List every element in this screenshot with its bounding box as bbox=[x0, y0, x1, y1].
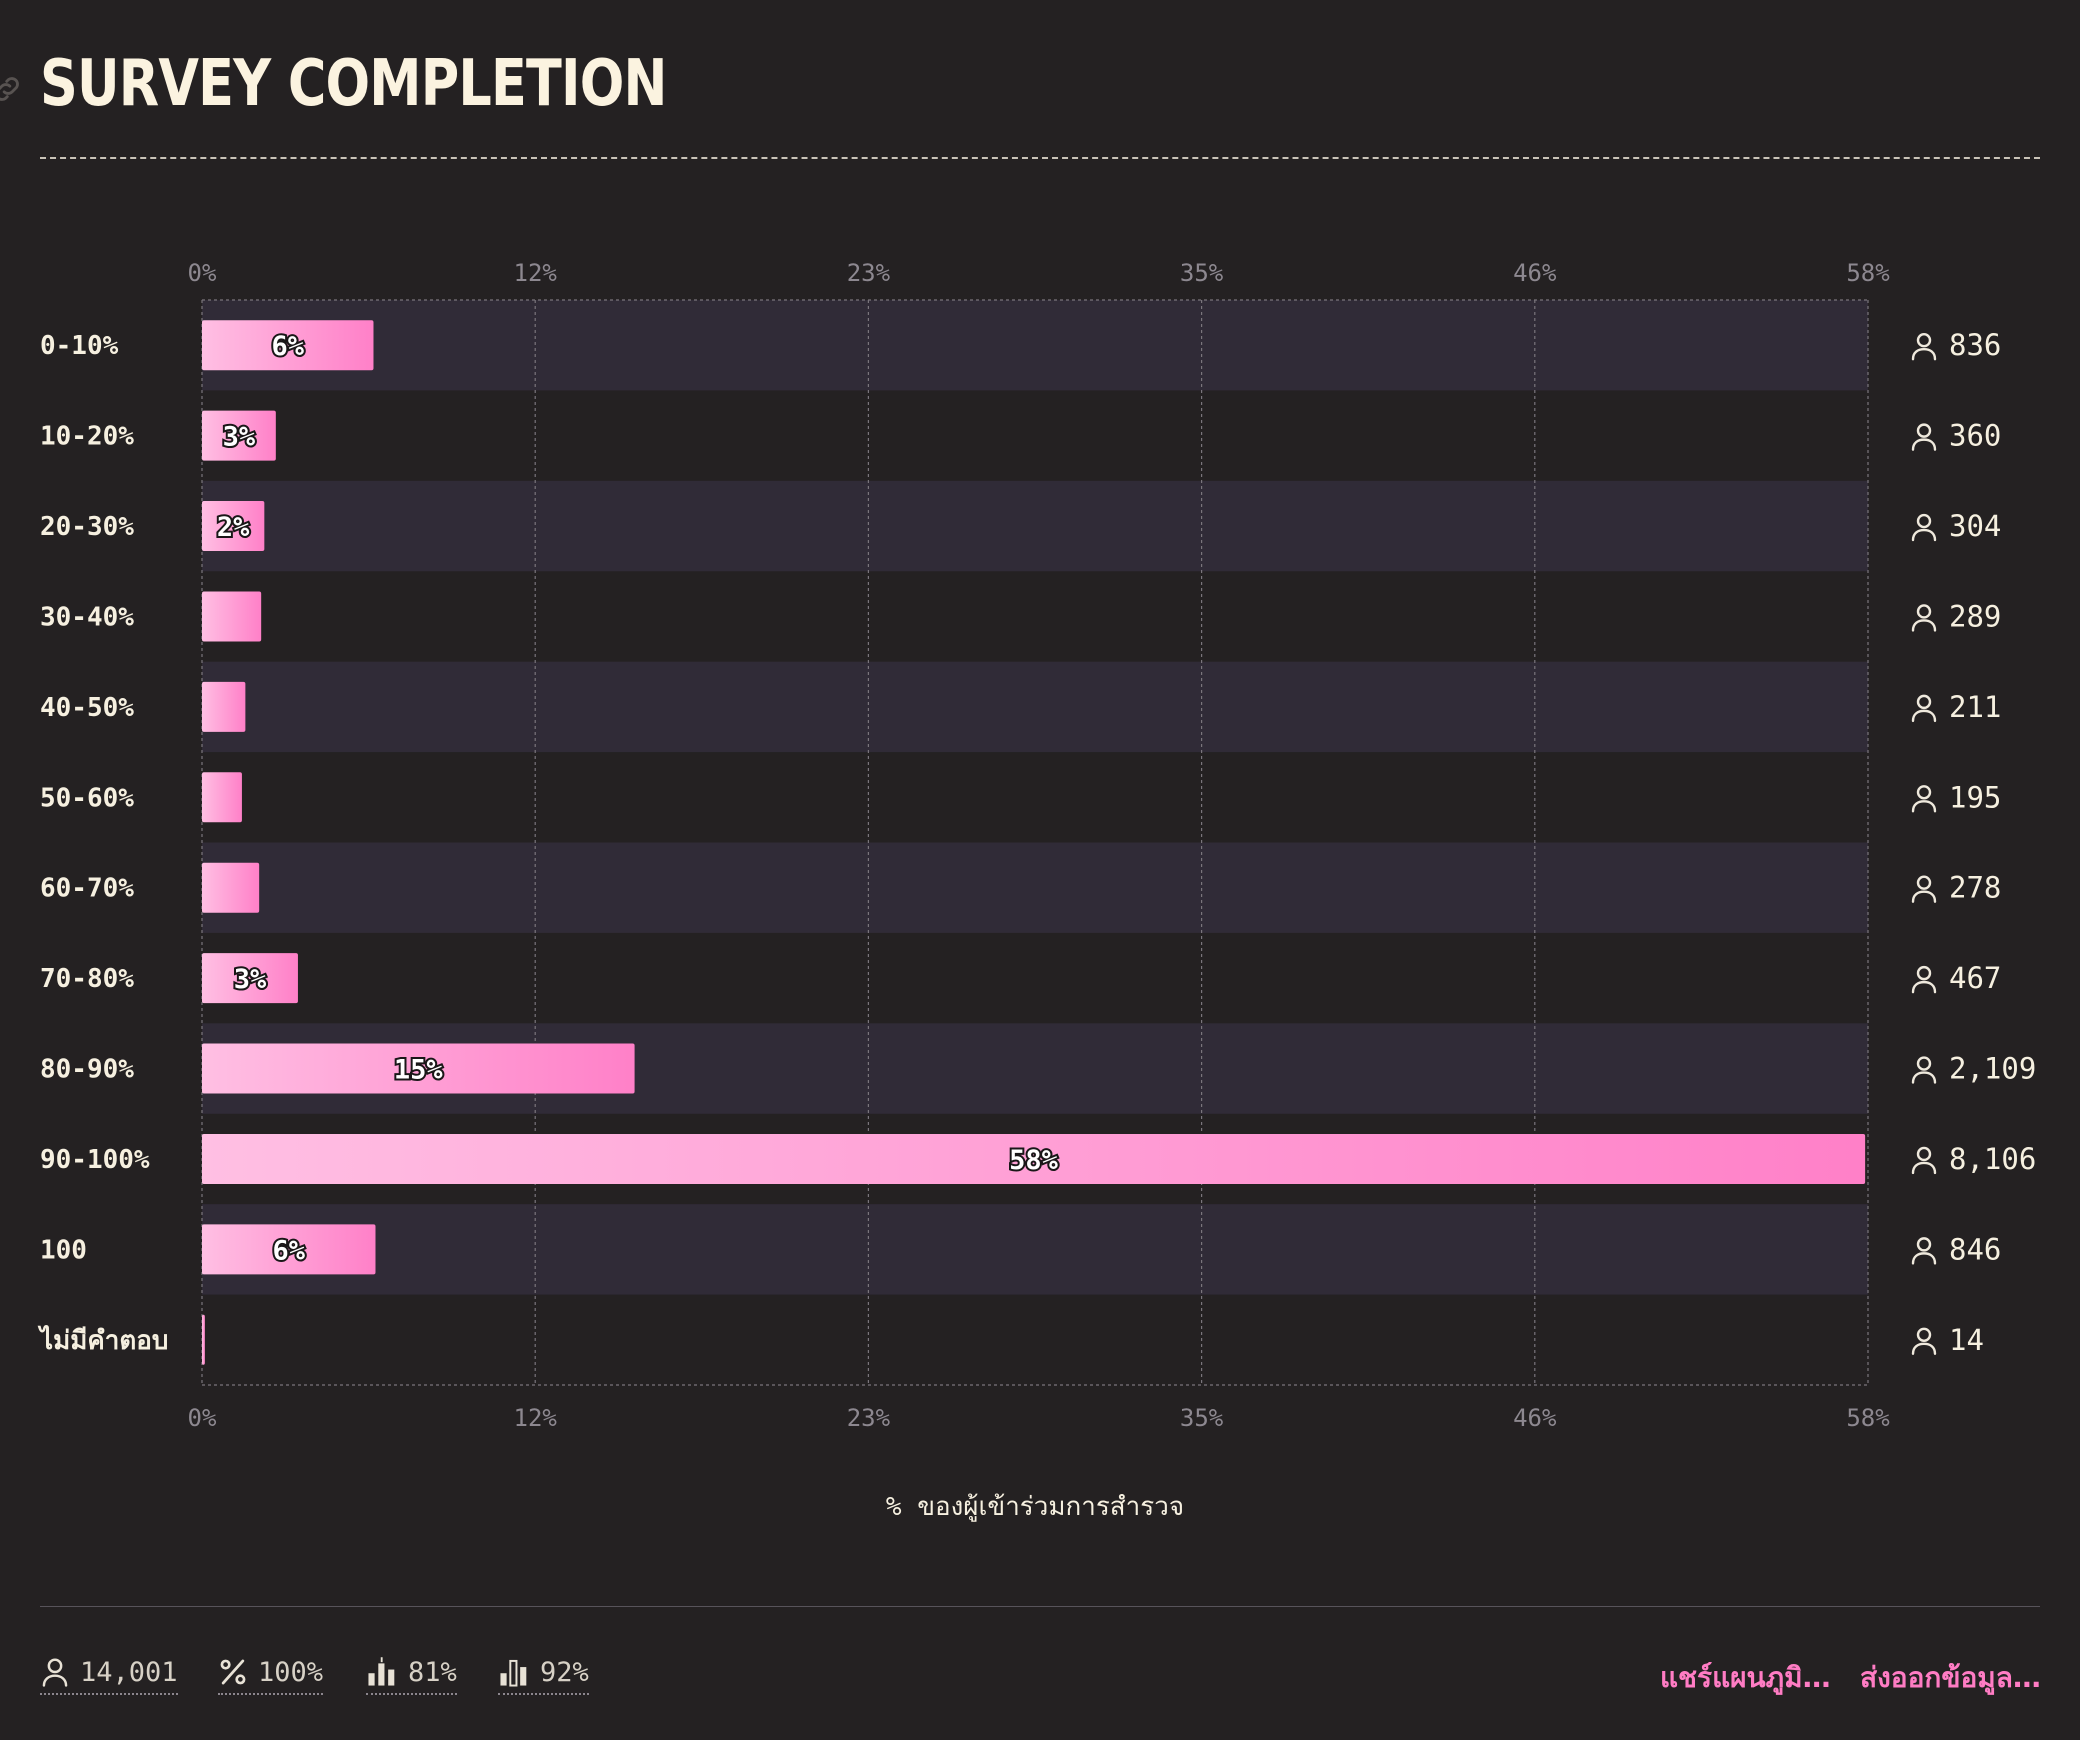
person-icon bbox=[1911, 1146, 1937, 1175]
x-tick-label-top: 58% bbox=[1846, 259, 1890, 287]
stat-respondents[interactable]: 14,001 bbox=[40, 1654, 178, 1695]
person-icon bbox=[42, 1658, 68, 1687]
stat-mean-value: 81% bbox=[408, 1656, 457, 1688]
respondent-count: 836 bbox=[1949, 328, 2001, 362]
x-tick-label-bottom: 0% bbox=[188, 1404, 217, 1432]
person-icon bbox=[1911, 513, 1937, 542]
bar bbox=[202, 1133, 1866, 1184]
person-icon bbox=[1911, 1327, 1937, 1355]
person-icon bbox=[1911, 333, 1937, 361]
respondent-count: 278 bbox=[1949, 871, 2001, 905]
person-icon bbox=[1911, 423, 1937, 451]
bar-mean-icon bbox=[368, 1657, 395, 1686]
x-tick-label-top: 12% bbox=[514, 259, 558, 287]
x-tick-label-top: 23% bbox=[847, 259, 891, 287]
category-label: 0-10% bbox=[40, 331, 119, 361]
stat-median[interactable]: 92% bbox=[498, 1654, 589, 1695]
respondent-count: 360 bbox=[1949, 419, 2001, 453]
respondent-count: 467 bbox=[1949, 961, 2001, 995]
category-label: 30-40% bbox=[40, 602, 134, 632]
respondent-count: 304 bbox=[1949, 509, 2001, 543]
stat-median-value: 92% bbox=[540, 1656, 589, 1688]
category-label: 60-70% bbox=[40, 874, 134, 904]
bar bbox=[202, 591, 262, 642]
bar-value-label: 2% bbox=[217, 512, 250, 543]
x-tick-label-top: 35% bbox=[1180, 259, 1224, 287]
row-band bbox=[202, 842, 1868, 933]
stat-mean[interactable]: 81% bbox=[366, 1654, 457, 1695]
x-tick-label-bottom: 46% bbox=[1513, 1404, 1557, 1432]
row-band bbox=[202, 300, 1868, 391]
footer-divider bbox=[40, 1606, 2040, 1607]
x-axis-title: % ของผู้เข้าร่วมการสำรวจ bbox=[886, 1492, 1184, 1522]
respondent-count: 211 bbox=[1949, 690, 2001, 724]
page-title: SURVEY COMPLETION bbox=[40, 47, 667, 121]
person-icon bbox=[1911, 694, 1937, 723]
category-label: ไม่มีคำตอบ bbox=[37, 1324, 168, 1356]
respondent-count: 8,106 bbox=[1949, 1142, 2036, 1176]
category-label: 40-50% bbox=[40, 693, 134, 723]
x-tick-label-bottom: 12% bbox=[514, 1404, 558, 1432]
category-label: 100 bbox=[40, 1235, 87, 1265]
person-icon bbox=[1911, 1056, 1937, 1084]
bar-value-label: 15% bbox=[394, 1055, 444, 1086]
person-icon bbox=[1911, 785, 1937, 813]
share-chart-link[interactable]: แชร์แผนภูมิ… bbox=[1660, 1661, 1831, 1694]
x-tick-label-bottom: 58% bbox=[1846, 1404, 1890, 1432]
category-label: 50-60% bbox=[40, 783, 134, 813]
completion-bar-chart: 0% 0% 12% 12% 23% 23% 35% 35% 46% 46% 58% 58% 0-10% 6… bbox=[37, 259, 2036, 1522]
bar-value-label: 3% bbox=[234, 964, 267, 995]
bar bbox=[202, 772, 242, 823]
bar-median-icon bbox=[500, 1659, 527, 1687]
category-label: 20-30% bbox=[40, 512, 134, 542]
bar bbox=[202, 953, 298, 1004]
person-icon bbox=[1911, 965, 1937, 994]
stat-respondents-value: 14,001 bbox=[80, 1656, 178, 1688]
bar bbox=[202, 1043, 635, 1094]
respondent-count: 2,109 bbox=[1949, 1052, 2036, 1086]
category-label: 70-80% bbox=[40, 964, 134, 994]
stat-percent-value: 100% bbox=[258, 1656, 324, 1688]
x-tick-label-top: 46% bbox=[1513, 259, 1557, 287]
bar bbox=[202, 1314, 205, 1365]
respondent-count: 14 bbox=[1949, 1323, 1984, 1357]
bar-value-label: 3% bbox=[223, 422, 256, 453]
link-icon[interactable] bbox=[0, 72, 24, 106]
bar-value-label: 6% bbox=[272, 1235, 305, 1266]
respondent-count: 289 bbox=[1949, 599, 2001, 633]
percent-icon bbox=[220, 1659, 246, 1685]
person-icon bbox=[1911, 1237, 1937, 1265]
category-label: 90-100% bbox=[40, 1145, 150, 1175]
x-tick-label-bottom: 23% bbox=[847, 1404, 891, 1432]
export-data-link[interactable]: ส่งออกข้อมูล… bbox=[1860, 1661, 2041, 1694]
category-label: 80-90% bbox=[40, 1055, 134, 1085]
person-icon bbox=[1911, 604, 1937, 632]
bar bbox=[202, 1224, 376, 1275]
bar bbox=[202, 501, 265, 552]
category-label: 10-20% bbox=[40, 422, 134, 452]
bar-value-label: 6% bbox=[271, 331, 304, 362]
bar bbox=[202, 410, 276, 461]
row-band bbox=[202, 480, 1868, 572]
title-divider bbox=[40, 157, 2040, 159]
person-icon bbox=[1911, 875, 1937, 903]
respondent-count: 846 bbox=[1949, 1232, 2001, 1266]
bar-value-label: 58% bbox=[1009, 1145, 1059, 1176]
bar bbox=[202, 320, 374, 371]
x-tick-label-bottom: 35% bbox=[1180, 1404, 1224, 1432]
x-tick-label-top: 0% bbox=[188, 259, 217, 287]
bar bbox=[202, 862, 260, 913]
bar bbox=[202, 681, 246, 732]
row-band bbox=[202, 661, 1868, 753]
stat-percent[interactable]: 100% bbox=[218, 1654, 324, 1695]
row-band bbox=[202, 1204, 1868, 1295]
respondent-count: 195 bbox=[1949, 780, 2001, 814]
